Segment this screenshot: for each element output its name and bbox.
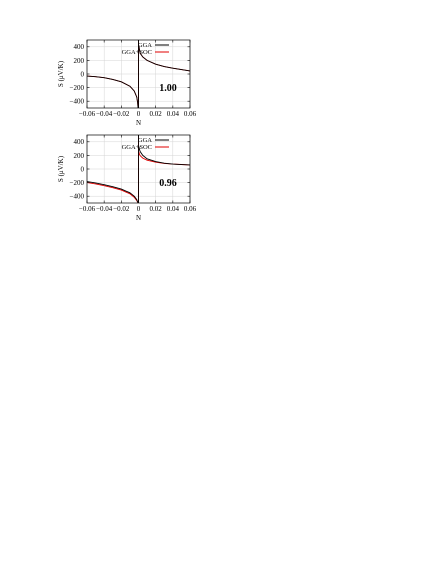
y-tick-label: 400 [74, 138, 85, 146]
legend-label-gga: GGA [138, 137, 152, 144]
y-tick-label: −200 [70, 84, 85, 92]
x-tick-label: 0.06 [184, 205, 197, 213]
x-tick-label: 0.02 [150, 205, 163, 213]
y-tick-label: 200 [74, 152, 85, 160]
series-line-gga-negative [87, 75, 139, 108]
series-line-gga-positive [138, 146, 190, 166]
y-tick-label: 0 [81, 165, 85, 173]
y-tick-label: 0 [81, 70, 85, 78]
x-tick-label: 0 [137, 205, 141, 213]
x-tick-label: −0.02 [113, 110, 130, 118]
legend-label-gga-soc: GGA+SOC [122, 144, 152, 151]
x-tick-label: −0.04 [96, 110, 113, 118]
series-line-gga-negative [87, 181, 139, 203]
series-line-gga-positive [138, 45, 190, 72]
panel-label: 0.96 [159, 178, 177, 189]
x-axis-label: N [136, 214, 141, 222]
y-tick-label: −400 [70, 98, 85, 106]
x-tick-label: −0.02 [113, 205, 130, 213]
series-group [87, 135, 190, 203]
legend-label-gga-soc: GGA+SOC [122, 49, 152, 56]
y-tick-label: −400 [70, 193, 85, 201]
panel-label: 1.00 [159, 83, 177, 94]
series-line-gga-soc-negative [87, 75, 139, 108]
x-tick-label: 0.04 [167, 110, 180, 118]
chart-panel-bottom: −0.06 −0.04 −0.02 0 0.02 0.04 0.06 −400 −200 0 200… [57, 134, 197, 222]
y-tick-label: −200 [70, 179, 85, 187]
y-axis-label: S (μV/K) [57, 60, 65, 87]
x-tick-label: 0 [137, 110, 141, 118]
x-tick-label: −0.04 [96, 205, 113, 213]
x-tick-label: 0.06 [184, 110, 197, 118]
x-axis-label: N [136, 119, 141, 127]
x-tick-label: 0.02 [150, 110, 163, 118]
x-tick-label: 0.04 [167, 205, 180, 213]
x-tick-label: −0.06 [79, 205, 96, 213]
y-tick-label: 200 [74, 57, 85, 65]
y-tick-label: 400 [74, 43, 85, 51]
y-axis-label: S (μV/K) [57, 155, 65, 182]
series-line-gga-soc-negative [87, 182, 139, 203]
chart-panel-top: −0.06 −0.04 −0.02 0 0.02 0.04 0.06 −400 −200 0 200… [57, 39, 197, 127]
legend-label-gga: GGA [138, 42, 152, 49]
series-group [87, 40, 190, 108]
x-tick-label: −0.06 [79, 110, 96, 118]
